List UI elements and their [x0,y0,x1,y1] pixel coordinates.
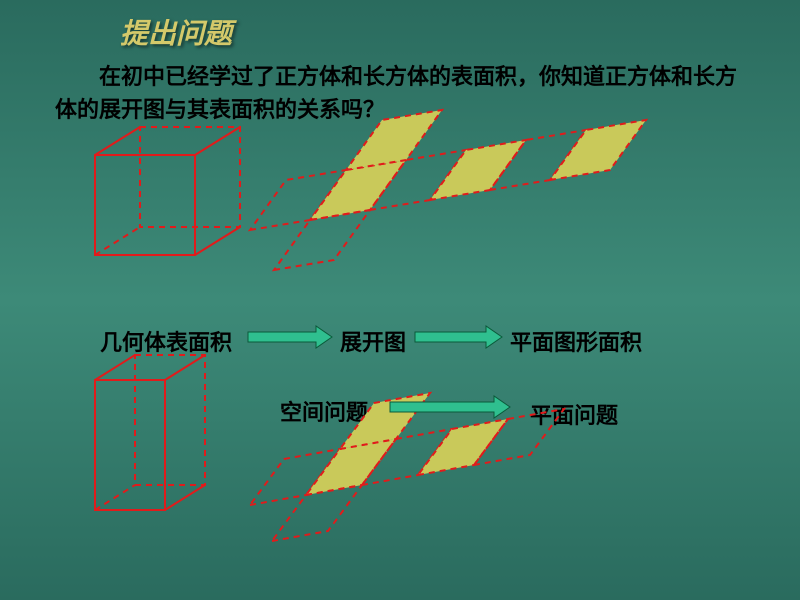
diagram-canvas [0,0,800,600]
